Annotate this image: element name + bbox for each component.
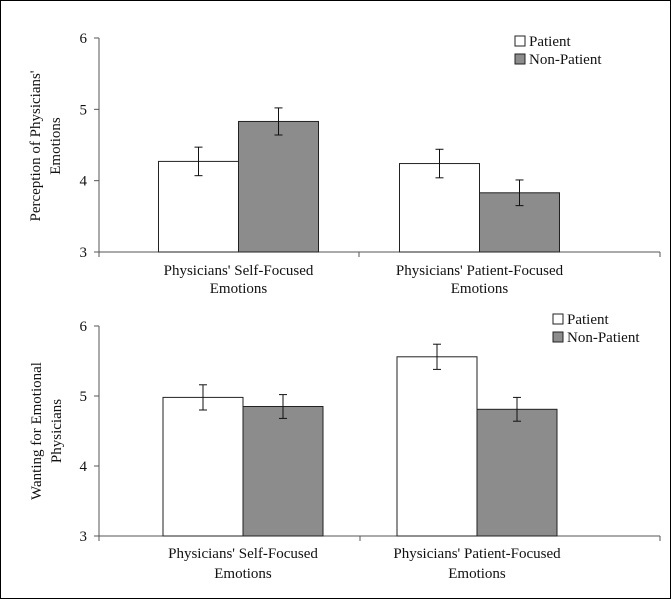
y-axis-label-line: Emotions [48,117,64,175]
y-tick-label: 5 [80,389,88,405]
legend-label: Non-Patient [567,330,640,346]
legend-label: Non-Patient [529,52,602,68]
bar-non-patient-2 [476,408,558,537]
x-category-label-line: Emotions [451,281,509,297]
y-axis-label-line: Perception of Physicians' [28,70,44,221]
x-category-label: Physicians' Self-Focused Emotions [168,546,318,582]
legend-swatch [514,35,526,47]
x-category-label-line: Emotions [448,566,506,582]
y-axis-label: Wanting for Emotional Physicians [29,362,65,500]
y-axis-label-line: Physicians [49,399,65,463]
x-category-label-line: Emotions [214,566,272,582]
x-category-label-line: Emotions [210,281,268,297]
x-category-label: Physicians' Self-Focused Emotions [164,263,314,297]
x-category-label-line: Physicians' Self-Focused [164,263,314,279]
bar-non-patient-1 [238,120,319,253]
x-category-label-line: Physicians' Patient-Focused [393,546,561,562]
bar-non-patient-1 [242,406,324,537]
bar-patient-1 [162,396,244,537]
legend: Patient Non-Patient [514,34,602,68]
x-category-label-line: Physicians' Patient-Focused [396,263,564,279]
legend-label: Patient [529,34,571,50]
x-category-label-line: Physicians' Self-Focused [168,546,318,562]
y-tick-label: 4 [80,174,88,190]
legend: Patient Non-Patient [552,312,640,346]
y-tick-label: 3 [80,245,88,261]
legend-swatch [514,53,526,65]
y-axis-label-line: Wanting for Emotional [29,362,45,500]
y-tick-label: 6 [80,319,88,335]
legend-swatch [552,313,564,325]
x-category-label: Physicians' Patient-Focused Emotions [396,263,564,297]
y-axis-label: Perception of Physicians' Emotions [28,70,64,221]
y-tick-label: 3 [80,529,88,545]
y-tick-label: 6 [80,31,88,47]
y-tick-label: 4 [80,459,88,475]
legend-swatch [552,331,564,343]
x-category-label: Physicians' Patient-Focused Emotions [393,546,561,582]
y-tick-label: 5 [80,102,88,118]
bar-patient-1 [158,160,239,253]
bar-patient-2 [396,356,478,537]
legend-label: Patient [567,312,609,328]
